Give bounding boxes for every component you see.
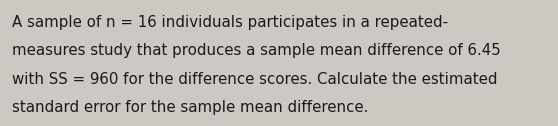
Text: A sample of n = 16 individuals participates in a repeated-: A sample of n = 16 individuals participa… (12, 15, 449, 30)
Text: standard error for the sample mean difference.: standard error for the sample mean diffe… (12, 100, 369, 115)
Text: with SS = 960 for the difference scores. Calculate the estimated: with SS = 960 for the difference scores.… (12, 72, 498, 87)
Text: measures study that produces a sample mean difference of 6.45: measures study that produces a sample me… (12, 43, 501, 58)
